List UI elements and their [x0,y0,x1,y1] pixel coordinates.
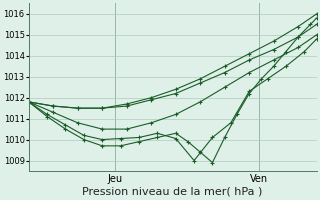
X-axis label: Pression niveau de la mer( hPa ): Pression niveau de la mer( hPa ) [83,187,263,197]
